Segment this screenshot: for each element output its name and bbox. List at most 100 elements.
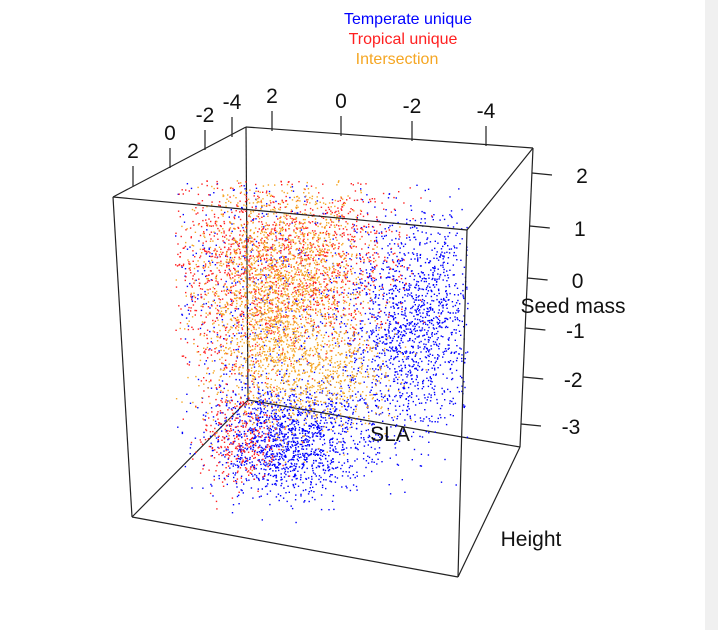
point-0: [306, 391, 309, 393]
point-0: [257, 387, 260, 389]
point-0: [443, 261, 445, 263]
point-0: [290, 505, 292, 507]
point-1: [223, 222, 226, 225]
point-0: [284, 446, 287, 448]
point-0: [373, 240, 376, 243]
point-0: [295, 448, 297, 450]
point-0: [381, 285, 383, 287]
point-0: [289, 423, 291, 426]
point-0: [282, 397, 284, 400]
point-1: [323, 281, 325, 283]
point-1: [240, 185, 243, 187]
point-1: [257, 313, 260, 316]
point-0: [400, 313, 403, 316]
point-0: [415, 287, 417, 289]
point-0: [288, 449, 290, 451]
point-0: [314, 498, 316, 501]
point-0: [273, 438, 275, 441]
point-0: [246, 398, 248, 400]
point-1: [359, 268, 361, 270]
point-1: [214, 256, 216, 258]
point-0: [301, 378, 303, 381]
point-1: [239, 200, 241, 202]
point-1: [357, 214, 359, 217]
point-1: [221, 253, 223, 255]
point-1: [289, 223, 291, 225]
point-1: [222, 240, 224, 242]
point-0: [329, 278, 332, 280]
point-1: [224, 236, 226, 238]
point-0: [305, 439, 307, 441]
point-1: [316, 289, 318, 291]
point-0: [229, 256, 232, 259]
point-0: [318, 258, 320, 260]
point-1: [249, 472, 251, 474]
point-0: [414, 414, 416, 416]
point-0: [217, 436, 219, 438]
point-0: [400, 433, 402, 435]
point-1: [237, 226, 239, 229]
point-1: [251, 302, 253, 304]
point-0: [411, 321, 413, 323]
point-0: [405, 315, 407, 317]
point-1: [228, 239, 230, 241]
point-0: [423, 343, 425, 345]
point-1: [211, 279, 213, 281]
point-0: [366, 212, 369, 214]
point-0: [399, 351, 401, 353]
point-0: [280, 426, 282, 428]
point-1: [326, 274, 329, 276]
point-0: [402, 429, 405, 431]
point-0: [211, 261, 214, 263]
point-1: [234, 269, 236, 271]
point-0: [365, 269, 367, 271]
point-0: [449, 402, 451, 405]
point-1: [293, 229, 295, 231]
point-0: [455, 234, 457, 237]
point-1: [325, 209, 327, 212]
point-0: [431, 387, 433, 389]
point-0: [271, 453, 273, 455]
point-0: [277, 467, 280, 469]
point-0: [377, 434, 380, 437]
point-0: [399, 347, 402, 349]
point-0: [269, 464, 271, 467]
point-0: [417, 296, 419, 298]
point-0: [251, 432, 254, 434]
point-0: [320, 508, 323, 511]
point-0: [391, 315, 394, 318]
point-0: [265, 412, 267, 414]
point-0: [347, 406, 349, 408]
point-0: [309, 425, 311, 427]
point-1: [216, 352, 219, 355]
point-0: [307, 493, 310, 495]
point-0: [332, 426, 335, 428]
point-1: [244, 267, 246, 270]
point-1: [301, 225, 304, 228]
point-1: [230, 298, 232, 300]
point-0: [375, 405, 378, 407]
point-0: [324, 417, 326, 419]
point-0: [228, 451, 231, 453]
point-0: [360, 188, 362, 190]
point-0: [238, 433, 240, 436]
point-0: [402, 324, 404, 326]
point-0: [404, 381, 407, 383]
point-0: [416, 352, 418, 354]
point-0: [300, 440, 303, 442]
point-0: [214, 232, 216, 234]
point-0: [270, 431, 272, 434]
point-1: [210, 380, 212, 382]
point-1: [300, 261, 302, 263]
point-0: [412, 325, 414, 327]
point-0: [354, 359, 357, 362]
point-0: [283, 452, 285, 454]
point-0: [287, 442, 289, 445]
point-0: [274, 405, 277, 407]
point-1: [230, 252, 232, 254]
point-0: [421, 272, 424, 274]
point-0: [246, 479, 248, 482]
point-0: [393, 335, 395, 338]
point-0: [426, 311, 428, 313]
